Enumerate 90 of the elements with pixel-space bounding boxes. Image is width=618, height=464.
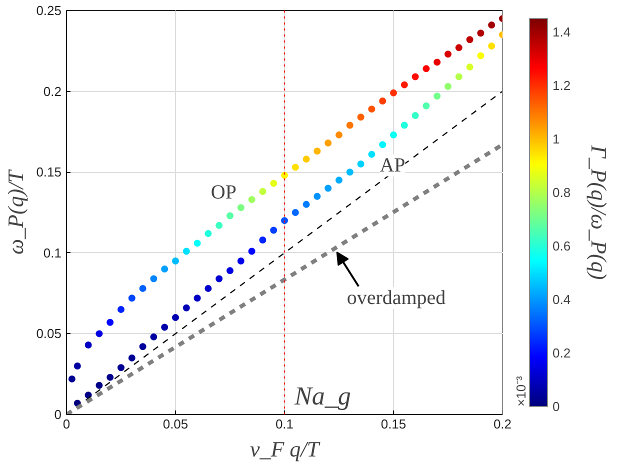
point <box>302 156 310 163</box>
point <box>84 342 92 349</box>
y-tick-label: 0 <box>54 407 62 422</box>
point <box>237 204 244 212</box>
color-bar-title: Γ_P(q)/ω_P(q) <box>586 144 612 280</box>
point <box>412 112 419 120</box>
point <box>434 58 441 66</box>
point <box>434 92 441 100</box>
point <box>390 131 397 138</box>
point <box>455 44 462 52</box>
color-bar-label: 0.6 <box>552 238 571 254</box>
y-tick-label: 0.15 <box>36 164 62 180</box>
point <box>161 266 168 273</box>
point <box>422 102 430 110</box>
point <box>216 222 223 229</box>
point <box>96 382 103 389</box>
point <box>488 22 496 29</box>
point <box>182 304 190 312</box>
point <box>248 196 256 204</box>
point <box>379 141 386 148</box>
point <box>444 50 452 58</box>
color-bar-label: 1.4 <box>552 24 571 40</box>
y-tick-label: 0.05 <box>36 326 62 342</box>
point <box>150 275 158 282</box>
point <box>336 131 342 138</box>
x-tick-label: 0.05 <box>162 416 188 432</box>
color-bar-label: 1 <box>552 131 560 146</box>
point <box>444 82 452 90</box>
point <box>204 230 212 237</box>
point <box>390 89 397 96</box>
point <box>96 330 103 338</box>
point <box>314 148 321 155</box>
y-tick-label: 0.1 <box>43 245 62 260</box>
color-bar-label: 0.8 <box>552 184 571 200</box>
ref-line-label: Na_g <box>294 382 351 410</box>
point <box>106 374 114 381</box>
point <box>281 217 288 224</box>
point <box>292 209 299 216</box>
text: ×10⁻³ <box>514 375 528 406</box>
point <box>161 324 168 331</box>
point <box>422 65 430 72</box>
point <box>172 314 179 322</box>
color-bar-label: 0.4 <box>552 292 571 307</box>
point <box>477 52 484 60</box>
point <box>204 284 212 292</box>
point <box>226 212 234 220</box>
point <box>172 257 179 264</box>
point <box>412 73 419 80</box>
point <box>118 306 124 313</box>
color-bar-label: 1.2 <box>552 78 571 93</box>
point <box>302 200 310 208</box>
point <box>400 81 408 88</box>
y-axis-title: ω_P(q)/T <box>3 168 28 254</box>
point <box>324 140 332 147</box>
point <box>139 343 146 350</box>
point <box>237 257 244 264</box>
point <box>216 275 223 282</box>
point <box>74 362 81 370</box>
point <box>455 73 462 80</box>
point <box>336 176 342 184</box>
point <box>379 98 386 104</box>
x-tick-label: 0.2 <box>493 416 512 432</box>
color-bar-label: 0 <box>552 399 560 414</box>
point <box>270 226 278 234</box>
point <box>106 318 114 326</box>
point <box>259 188 266 195</box>
point <box>357 114 364 121</box>
point <box>346 122 354 129</box>
point <box>357 160 364 168</box>
x-tick-label: 0.15 <box>380 416 406 432</box>
point <box>466 36 474 44</box>
point <box>128 294 136 302</box>
series-label: OP <box>210 182 236 204</box>
point <box>270 180 278 187</box>
y-tick-label: 0.25 <box>36 3 62 18</box>
point <box>477 30 484 37</box>
y-tick-label: 0.2 <box>43 84 62 99</box>
point <box>139 284 146 292</box>
color-bar-label: 0.2 <box>552 345 571 360</box>
point <box>182 248 190 255</box>
series-label: AP <box>380 154 406 176</box>
x-axis-title: v_F q/T <box>250 436 321 462</box>
point <box>466 64 474 71</box>
point <box>292 164 299 171</box>
series-label: overdamped <box>346 287 446 310</box>
point <box>368 106 376 113</box>
point <box>281 172 288 179</box>
point <box>194 240 201 247</box>
point <box>314 192 321 200</box>
x-tick-label: 0.1 <box>275 416 294 432</box>
